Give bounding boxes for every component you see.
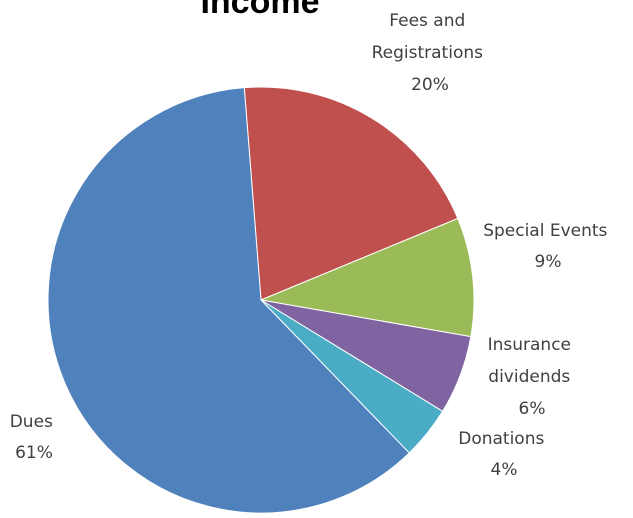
chart-title: Income bbox=[200, 0, 319, 21]
pie-slices bbox=[47, 86, 475, 514]
data-label-donations: Donations 4% bbox=[458, 429, 550, 480]
data-label-fees-and-registrations: Fees and Registrations 20% bbox=[372, 11, 489, 95]
pie-slice-dues bbox=[47, 87, 410, 514]
data-label-special-events: Special Events 9% bbox=[483, 221, 613, 272]
pie-slice-special-events bbox=[259, 217, 475, 338]
data-label-insurance-dividends: Insurance dividends 6% bbox=[488, 335, 577, 419]
pie-slice-fees-and-registrations bbox=[243, 86, 459, 301]
data-label-dues: Dues 61% bbox=[10, 412, 59, 463]
